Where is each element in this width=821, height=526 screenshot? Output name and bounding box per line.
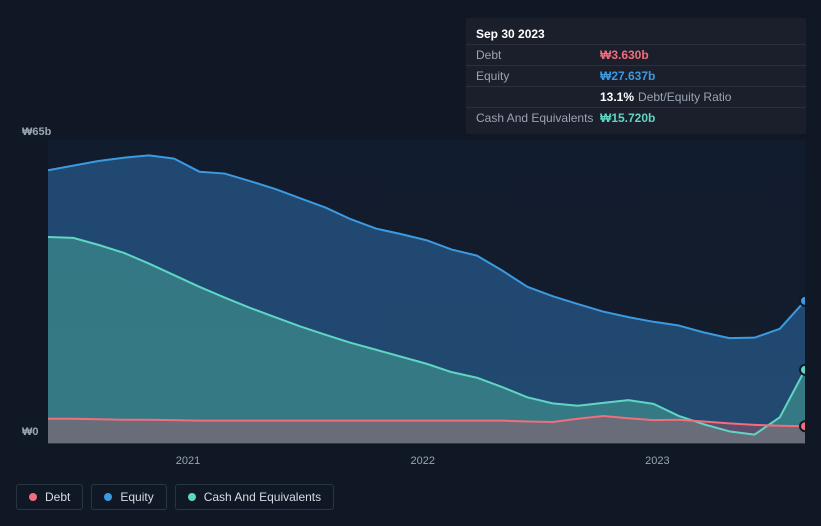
legend-item-cash-and-equivalents[interactable]: Cash And Equivalents — [175, 484, 334, 510]
x-tick-2023: 2023 — [645, 455, 669, 467]
chart-area[interactable] — [16, 140, 805, 443]
chart-baseline — [48, 443, 805, 444]
tooltip-cash-label: Cash And Equivalents — [476, 111, 600, 125]
legend-dot-icon — [29, 493, 37, 501]
tooltip-debt-value: ₩3.630b — [600, 48, 796, 62]
tooltip-equity-row: Equity ₩27.637b — [466, 66, 806, 87]
tooltip-cash-row: Cash And Equivalents ₩15.720b — [466, 108, 806, 128]
tooltip-date-row: Sep 30 2023 — [466, 24, 806, 45]
legend-label: Equity — [120, 490, 153, 504]
tooltip-ratio-label: Debt/Equity Ratio — [638, 90, 731, 104]
tooltip-date: Sep 30 2023 — [476, 27, 545, 41]
area-chart-svg — [48, 140, 805, 443]
debt-end-marker — [800, 421, 805, 431]
tooltip-ratio-spacer — [476, 90, 600, 104]
x-tick-2021: 2021 — [176, 455, 200, 467]
tooltip-cash-value: ₩15.720b — [600, 111, 796, 125]
tooltip-equity-label: Equity — [476, 69, 600, 83]
legend-dot-icon — [104, 493, 112, 501]
equity-end-marker — [800, 296, 805, 306]
tooltip-equity-value: ₩27.637b — [600, 69, 796, 83]
tooltip-debt-row: Debt ₩3.630b — [466, 45, 806, 66]
tooltip-debt-label: Debt — [476, 48, 600, 62]
legend-item-equity[interactable]: Equity — [91, 484, 166, 510]
x-axis: 2021 2022 2023 — [16, 455, 805, 475]
x-tick-2022: 2022 — [410, 455, 434, 467]
legend-label: Debt — [45, 490, 70, 504]
tooltip-ratio-pct: 13.1% — [600, 90, 634, 104]
cash-end-marker — [800, 365, 805, 375]
tooltip-ratio-value: 13.1% Debt/Equity Ratio — [600, 90, 796, 104]
datapoint-tooltip: Sep 30 2023 Debt ₩3.630b Equity ₩27.637b… — [466, 18, 806, 134]
legend-label: Cash And Equivalents — [204, 490, 321, 504]
legend-dot-icon — [188, 493, 196, 501]
chart-legend: Debt Equity Cash And Equivalents — [16, 484, 334, 510]
tooltip-ratio-row: 13.1% Debt/Equity Ratio — [466, 87, 806, 108]
legend-item-debt[interactable]: Debt — [16, 484, 83, 510]
y-axis-max-label: ₩65b — [22, 126, 51, 138]
